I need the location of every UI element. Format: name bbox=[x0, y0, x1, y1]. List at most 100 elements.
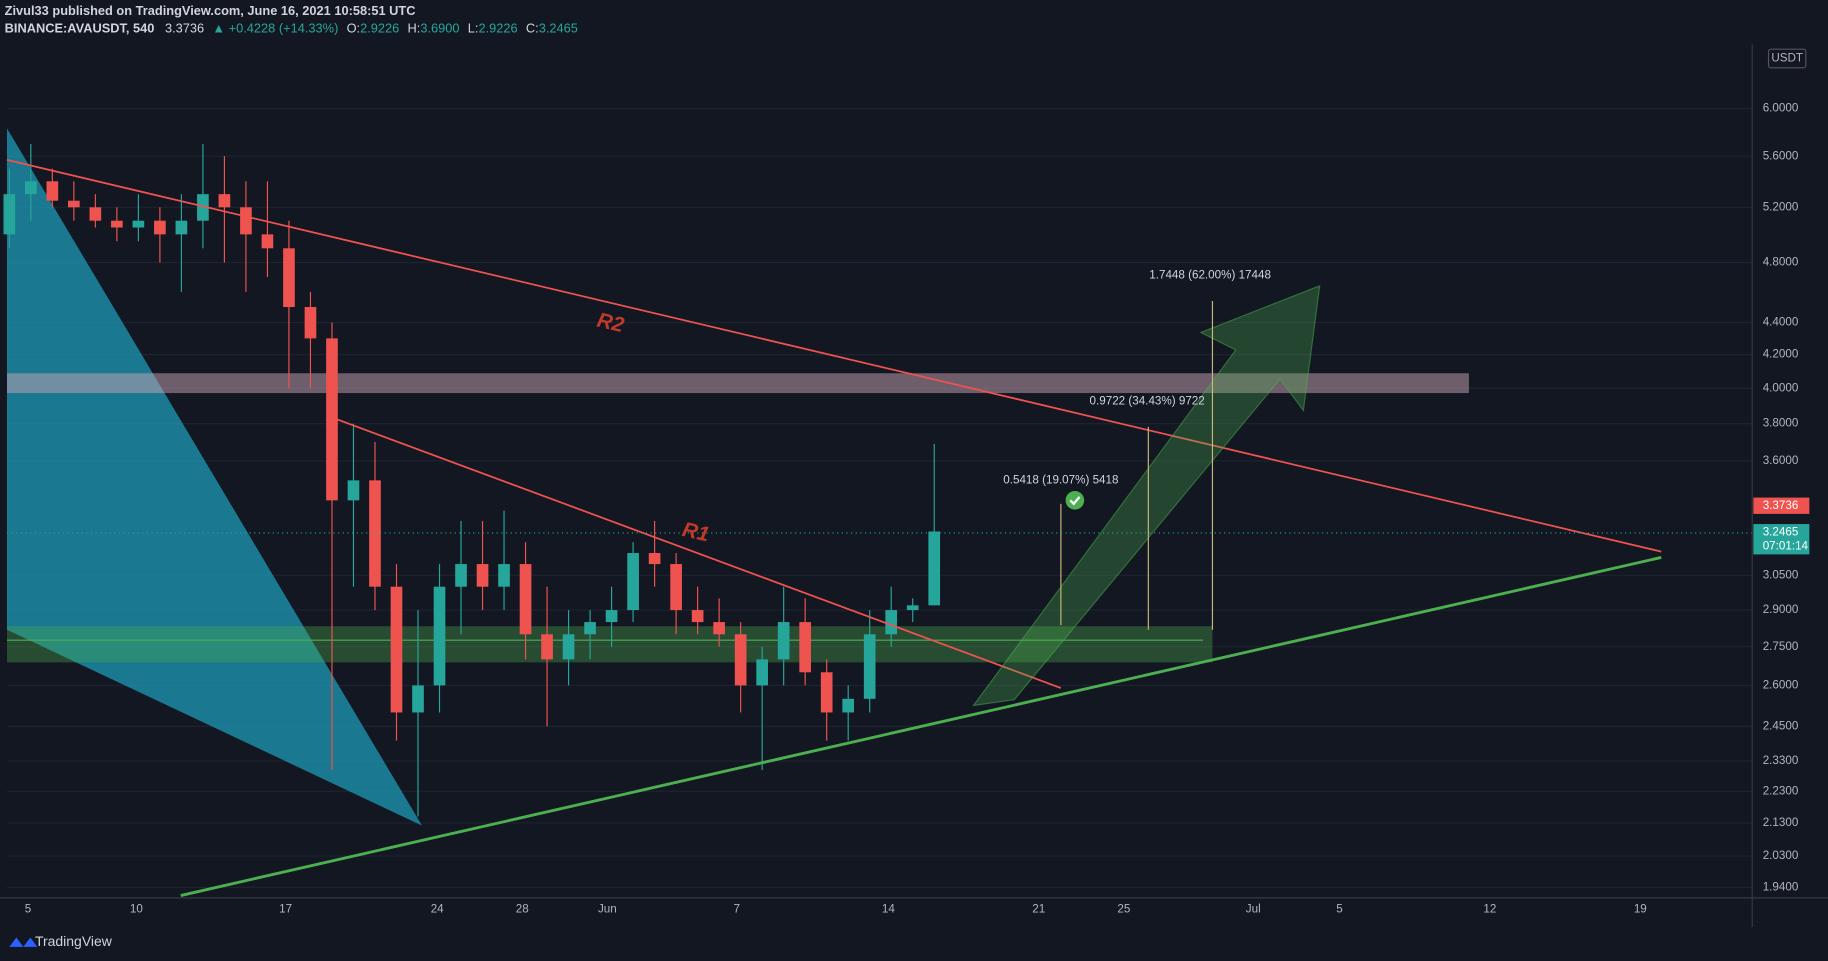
candle-body bbox=[154, 220, 166, 235]
candle-body bbox=[734, 634, 747, 686]
candle-body bbox=[541, 634, 553, 660]
price-label: 5.2000 bbox=[1763, 200, 1799, 213]
candle-body bbox=[799, 622, 812, 673]
candle-body bbox=[132, 220, 145, 228]
price-label: 4.2000 bbox=[1763, 348, 1799, 361]
check-mark bbox=[1069, 496, 1081, 506]
price-label: 5.6000 bbox=[1763, 149, 1799, 162]
candle-body bbox=[842, 698, 855, 713]
candle-body bbox=[390, 586, 403, 713]
candle-body bbox=[498, 564, 510, 587]
candle-body bbox=[691, 610, 704, 623]
support-trendline bbox=[180, 556, 1662, 897]
candle-body bbox=[519, 564, 532, 635]
price-label: 2.1300 bbox=[1763, 816, 1799, 829]
l-label: L: bbox=[468, 21, 479, 36]
candle-body bbox=[713, 622, 725, 635]
candle-body bbox=[197, 194, 209, 221]
date-label: Jun bbox=[598, 903, 617, 916]
candle-body bbox=[111, 220, 123, 228]
projection-arrow bbox=[972, 284, 1321, 707]
header-line: BINANCE:AVAUSDT, 540 3.3736 ▲ +0.4228 (+… bbox=[5, 21, 578, 36]
candle-body bbox=[820, 672, 833, 713]
date-label: 21 bbox=[1032, 903, 1045, 916]
date-label: 7 bbox=[734, 903, 740, 916]
price-label: 4.0000 bbox=[1763, 381, 1799, 394]
candle-body bbox=[605, 610, 618, 623]
date-label: Jul bbox=[1246, 903, 1261, 916]
brand[interactable]: TradingView bbox=[35, 933, 113, 949]
last: 3.3736 bbox=[165, 21, 204, 36]
last-price-tag bbox=[1753, 497, 1810, 514]
price-label: 2.7500 bbox=[1763, 640, 1799, 653]
measure-label: 1.7448 (62.00%) 17448 bbox=[1149, 268, 1271, 281]
candle-body bbox=[175, 220, 188, 235]
change: ▲ +0.4228 (+14.33%) bbox=[212, 21, 338, 36]
check-icon bbox=[1065, 490, 1085, 510]
header-line: Zivul33 published on TradingView.com, Ju… bbox=[5, 3, 416, 18]
date-label: 5 bbox=[25, 903, 31, 916]
date-label: 17 bbox=[279, 903, 292, 916]
candle-body bbox=[433, 586, 446, 686]
price-label: 2.2300 bbox=[1763, 784, 1799, 797]
price-label: 2.3300 bbox=[1763, 754, 1799, 767]
price-label: 3.6000 bbox=[1763, 454, 1799, 467]
candle-body bbox=[68, 200, 80, 208]
high: 3.6900 bbox=[420, 21, 459, 36]
candle-body bbox=[261, 234, 274, 249]
price-label: 6.0000 bbox=[1763, 102, 1799, 115]
candle-body bbox=[326, 338, 338, 501]
price-axis bbox=[1752, 44, 1828, 928]
candle-body bbox=[476, 564, 489, 587]
r1-line bbox=[331, 416, 1062, 689]
candles bbox=[3, 143, 941, 817]
o-label: O: bbox=[347, 21, 361, 36]
candle-body bbox=[412, 685, 424, 713]
candle-body bbox=[455, 564, 467, 587]
candle-body bbox=[627, 553, 639, 611]
candle-body bbox=[304, 307, 317, 339]
candle-body bbox=[369, 480, 381, 587]
candle-body bbox=[670, 564, 682, 611]
candle-body bbox=[3, 194, 16, 235]
candle-body bbox=[89, 207, 102, 221]
price-label: 2.4500 bbox=[1763, 719, 1799, 732]
price-label: 4.8000 bbox=[1763, 256, 1799, 269]
symbol: BINANCE:AVAUSDT, 540 bbox=[5, 21, 155, 36]
price-label: 1.9400 bbox=[1763, 880, 1799, 893]
candle-body bbox=[648, 553, 661, 565]
currency-box bbox=[1767, 48, 1807, 69]
h-label: H: bbox=[408, 21, 421, 36]
date-label: 5 bbox=[1336, 903, 1342, 916]
candle-body bbox=[863, 634, 876, 699]
candle-body bbox=[218, 194, 231, 208]
resistance-zone bbox=[6, 373, 1469, 394]
date-label: 12 bbox=[1483, 903, 1496, 916]
date-label: 28 bbox=[516, 903, 529, 916]
price-label: 2.0300 bbox=[1763, 849, 1799, 862]
close-price-tag-label: 3.2465 bbox=[1763, 525, 1799, 538]
c-label: C: bbox=[526, 21, 539, 36]
date-label: 10 bbox=[130, 903, 143, 916]
price-label: 3.0500 bbox=[1763, 568, 1799, 581]
currency: USDT bbox=[1771, 52, 1803, 65]
price-label: 4.4000 bbox=[1763, 316, 1799, 329]
candle-body bbox=[777, 622, 790, 660]
close: 3.2465 bbox=[539, 21, 578, 36]
last-price-tag-label: 3.3736 bbox=[1763, 499, 1799, 512]
date-label: 19 bbox=[1634, 903, 1647, 916]
date-label: 25 bbox=[1117, 903, 1130, 916]
candle-body bbox=[347, 480, 360, 501]
candle-body bbox=[283, 248, 295, 308]
candle-body bbox=[46, 181, 59, 201]
price-labels: 6.0000 5.6000 5.2000 4.8000 4.4000 4.2000 4.00… bbox=[1753, 102, 1810, 893]
candle-body bbox=[885, 610, 898, 635]
price-label: 2.6000 bbox=[1763, 678, 1799, 691]
date-label: 14 bbox=[882, 903, 895, 916]
candle-body bbox=[906, 605, 919, 611]
price-label: 2.9000 bbox=[1763, 603, 1799, 616]
candle-body bbox=[584, 622, 596, 635]
candle-body bbox=[562, 634, 575, 660]
